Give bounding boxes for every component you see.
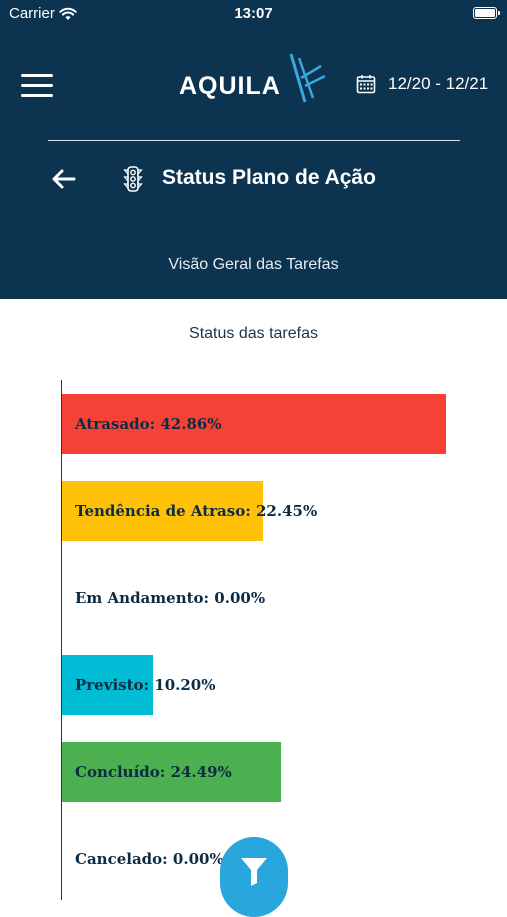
date-range-text: 12/20 - 12/21	[388, 74, 489, 93]
filter-icon	[241, 858, 267, 886]
bar-label-atrasado: Atrasado: 42.86%	[75, 415, 222, 433]
filter-button[interactable]	[220, 837, 288, 917]
bar-label-cancelado: Cancelado: 0.00%	[75, 850, 224, 868]
bar-tendencia-de-atraso[interactable]	[62, 481, 264, 541]
bar-label-em-andamento: Em Andamento: 0.00%	[75, 589, 266, 607]
bar-label-previsto: Previsto: 10.20%	[75, 676, 216, 694]
back-arrow-icon[interactable]	[50, 167, 78, 191]
calendar-icon	[356, 75, 376, 94]
bar-label-tendencia-de-atraso: Tendência de Atraso: 22.45%	[75, 502, 318, 520]
bar-label-concluido: Concluído: 24.49%	[75, 763, 232, 781]
logo-mark-icon	[289, 53, 326, 103]
header-divider	[48, 140, 460, 141]
logo-text: AQUILA	[179, 72, 281, 100]
traffic-light-icon	[123, 166, 143, 192]
aquila-logo: AQUILA	[179, 52, 329, 104]
battery-icon	[473, 7, 500, 19]
chart-axis	[61, 380, 62, 900]
page-title: Status Plano de Ação	[162, 166, 376, 189]
date-range-picker[interactable]: 12/20 - 12/21	[356, 74, 488, 94]
bar-concluido[interactable]	[62, 742, 282, 802]
bar-atrasado[interactable]	[62, 394, 447, 454]
clock: 13:07	[234, 5, 273, 22]
carrier-info: Carrier	[9, 5, 77, 22]
carrier-label: Carrier	[9, 5, 55, 22]
status-bar: Carrier 13:07	[0, 0, 507, 30]
app-header: Carrier 13:07 AQUILA	[0, 0, 507, 299]
section-subtitle: Visão Geral das Tarefas	[168, 256, 339, 273]
bar-previsto[interactable]	[62, 655, 154, 715]
chart-title: Status das tarefas	[189, 325, 318, 342]
hamburger-menu-icon[interactable]	[21, 74, 53, 98]
status-bar-chart: Atrasado: 42.86% Tendência de Atraso: 22.…	[0, 380, 507, 900]
wifi-icon	[59, 7, 77, 20]
